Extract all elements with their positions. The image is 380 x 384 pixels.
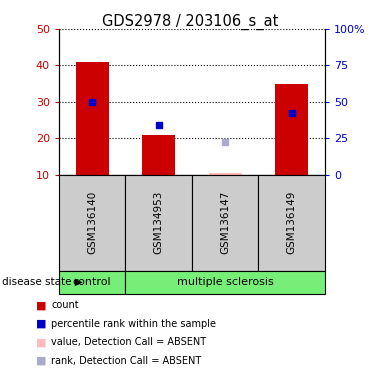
Text: ■: ■ (36, 356, 47, 366)
Text: GSM136149: GSM136149 (287, 191, 297, 255)
Text: GSM134953: GSM134953 (154, 191, 164, 255)
Bar (142, 134, 175, 175)
Text: ■: ■ (36, 337, 47, 347)
Text: GSM136147: GSM136147 (220, 191, 230, 255)
Text: value, Detection Call = ABSENT: value, Detection Call = ABSENT (51, 337, 206, 347)
Text: count: count (51, 300, 79, 310)
Text: GDS2978 / 203106_s_at: GDS2978 / 203106_s_at (102, 13, 278, 30)
Text: control: control (73, 277, 111, 287)
Text: disease state ▶: disease state ▶ (2, 277, 83, 287)
Bar (275, 84, 308, 175)
Text: rank, Detection Call = ABSENT: rank, Detection Call = ABSENT (51, 356, 201, 366)
Text: multiple sclerosis: multiple sclerosis (177, 277, 274, 287)
Bar (209, 173, 242, 175)
Text: ■: ■ (36, 300, 47, 310)
Text: GSM136140: GSM136140 (87, 191, 97, 254)
Text: percentile rank within the sample: percentile rank within the sample (51, 319, 216, 329)
Text: ■: ■ (36, 319, 47, 329)
Bar (76, 61, 109, 175)
